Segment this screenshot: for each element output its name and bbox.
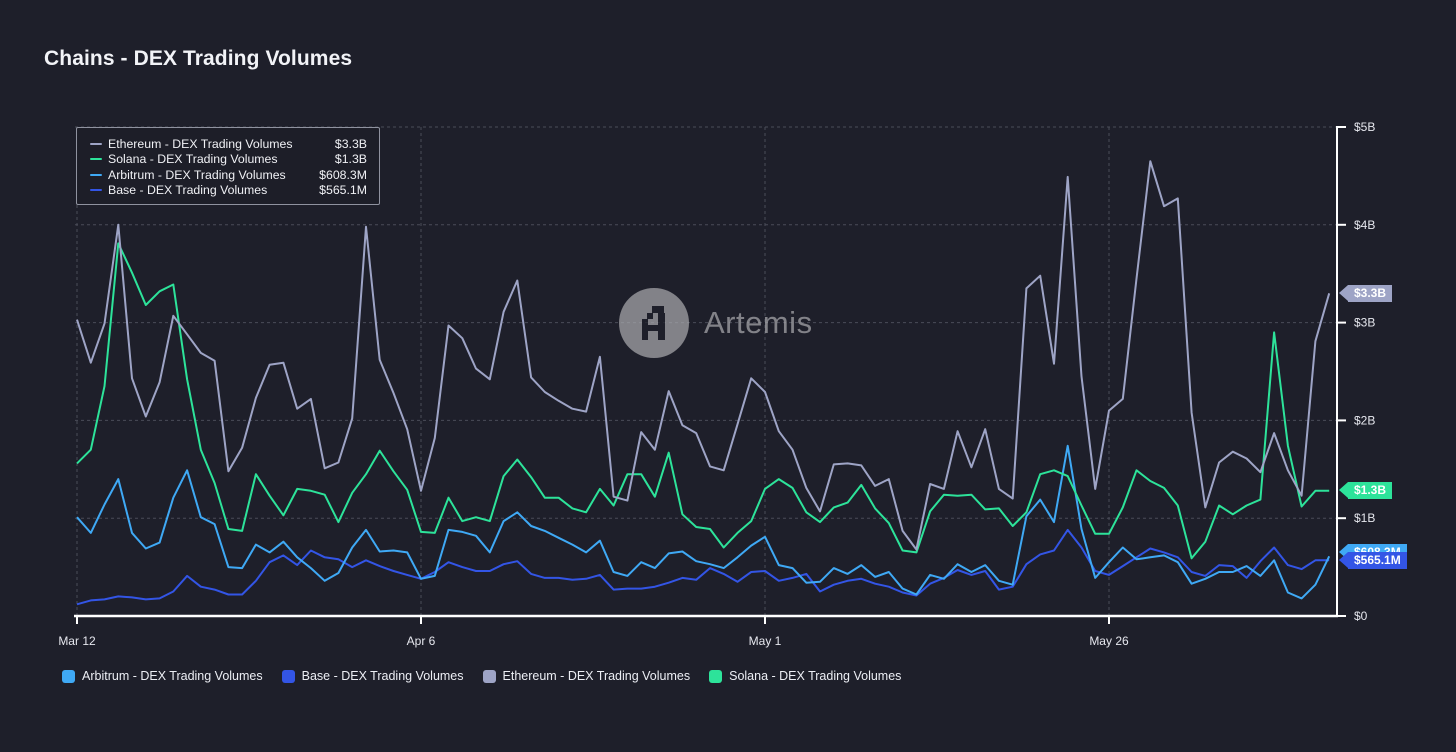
y-tick-label: $1B	[1354, 511, 1375, 525]
x-tick-label: May 26	[1089, 634, 1129, 648]
series-line-arbitrum	[76, 444, 1331, 600]
legend-swatch	[62, 669, 75, 683]
series-line-base	[76, 528, 1330, 606]
bottom-legend: Arbitrum - DEX Trading Volumes Base - DE…	[62, 669, 920, 683]
legend-label: Base - DEX Trading Volumes	[301, 669, 464, 683]
series-value: $1.3B	[334, 152, 367, 167]
series-lines	[76, 160, 1331, 606]
legend-label: Arbitrum - DEX Trading Volumes	[82, 669, 263, 683]
chart-title: Chains - DEX Trading Volumes	[44, 47, 353, 70]
grid-lines	[75, 126, 1337, 616]
artemis-logo-icon	[619, 288, 689, 358]
y-tick-label: $5B	[1354, 120, 1375, 134]
series-swatch	[90, 158, 102, 161]
y-tick-label: $2B	[1354, 413, 1375, 427]
axes: $0 $1B $2B $3B $4B $5B Mar 12 Apr 6 May 1 May 26	[58, 120, 1375, 648]
legend-item-ethereum[interactable]: Ethereum - DEX Trading Volumes	[482, 669, 691, 683]
series-name: Ethereum - DEX Trading Volumes	[108, 136, 293, 151]
hover-legend-row: Solana - DEX Trading Volumes $1.3B	[90, 152, 367, 168]
legend-item-arbitrum[interactable]: Arbitrum - DEX Trading Volumes	[62, 669, 263, 683]
series-name: Arbitrum - DEX Trading Volumes	[108, 167, 286, 182]
series-name: Base - DEX Trading Volumes	[108, 183, 268, 198]
legend-label: Ethereum - DEX Trading Volumes	[502, 669, 691, 683]
legend-label: Solana - DEX Trading Volumes	[729, 669, 902, 683]
watermark-text: Artemis	[704, 305, 813, 340]
legend-swatch	[281, 669, 295, 683]
y-tick-label: $3B	[1354, 316, 1375, 330]
hover-legend-row: Base - DEX Trading Volumes $565.1M	[90, 183, 367, 199]
hover-legend-row: Ethereum - DEX Trading Volumes $3.3B	[90, 136, 367, 152]
legend-item-solana[interactable]: Solana - DEX Trading Volumes	[709, 669, 901, 683]
hover-legend-row: Arbitrum - DEX Trading Volumes $608.3M	[90, 167, 367, 183]
series-value: $565.1M	[319, 183, 367, 198]
series-swatch	[90, 189, 102, 192]
legend-swatch	[709, 669, 723, 683]
series-value: $608.3M	[319, 167, 367, 182]
series-swatch	[90, 142, 102, 145]
watermark: Artemis	[619, 288, 813, 358]
end-label-base: $565.1M	[1339, 551, 1407, 569]
x-tick-label: Apr 6	[407, 634, 436, 648]
series-line-solana	[76, 242, 1330, 560]
series-name: Solana - DEX Trading Volumes	[108, 152, 278, 167]
series-value: $3.3B	[334, 136, 367, 151]
x-tick-label: Mar 12	[58, 634, 96, 648]
end-label-ethereum: $3.3B	[1338, 284, 1393, 302]
legend-swatch	[482, 669, 496, 683]
hover-legend: Ethereum - DEX Trading Volumes $3.3B Sol…	[76, 127, 380, 205]
end-label-solana: $1.3B	[1338, 482, 1393, 500]
series-swatch	[90, 173, 102, 176]
y-tick-label: $0	[1354, 609, 1368, 623]
legend-item-base[interactable]: Base - DEX Trading Volumes	[281, 669, 464, 683]
series-line-ethereum	[76, 160, 1331, 551]
x-tick-label: May 1	[749, 634, 782, 648]
y-tick-label: $4B	[1354, 218, 1375, 232]
